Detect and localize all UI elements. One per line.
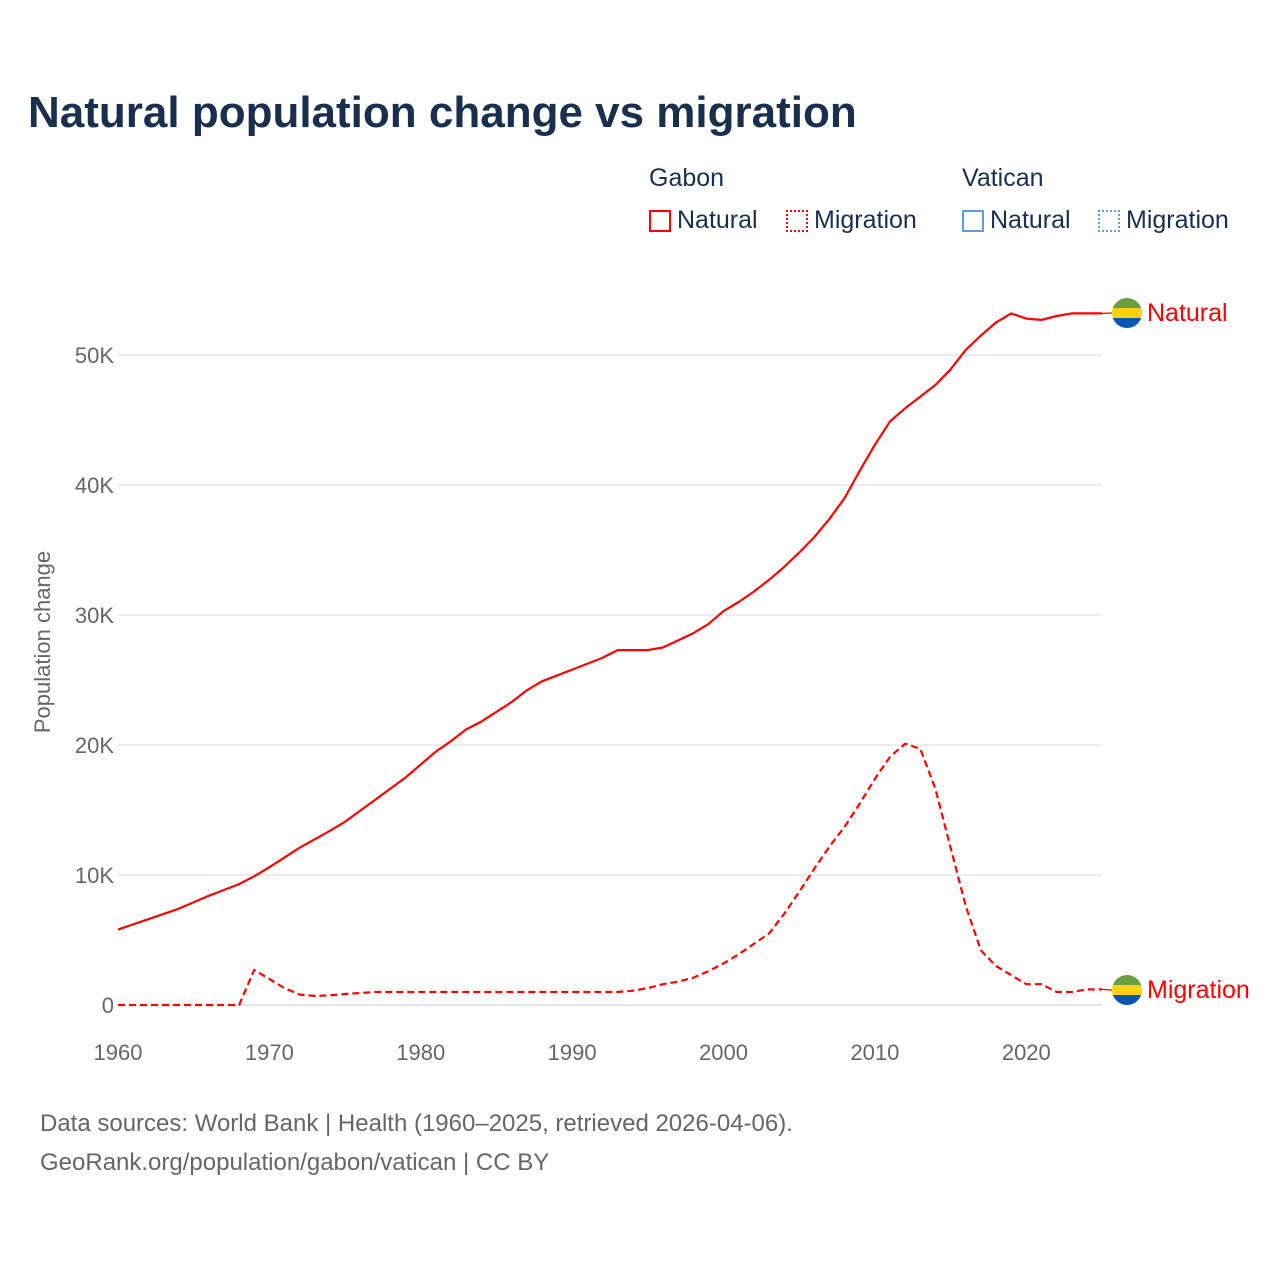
legend-swatch-dotted [1098, 209, 1120, 232]
legend-label: Natural [990, 206, 1071, 234]
end-connector [1101, 988, 1113, 991]
legend-vatican-natural[interactable]: Natural [962, 206, 1071, 235]
legend-label: Migration [814, 206, 917, 234]
legend-label: Migration [1126, 206, 1229, 234]
legend-group-gabon: Gabon [649, 164, 725, 192]
gabon-flag-icon [1112, 298, 1142, 328]
credit-link[interactable]: GeoRank.org/population/gabon/vatican | C… [40, 1149, 550, 1176]
x-tick-label: 1990 [548, 1040, 597, 1065]
series-line-natural [117, 312, 1102, 931]
y-tick-label: 30K [75, 603, 114, 628]
y-tick-label: 10K [75, 863, 114, 888]
end-label-migration: Migration [1147, 976, 1250, 1004]
x-tick-label: 2020 [1002, 1040, 1051, 1065]
x-tick-label: 2000 [699, 1040, 748, 1065]
legend-vatican-migration[interactable]: Migration [1098, 206, 1229, 235]
y-tick-label: 20K [75, 733, 114, 758]
x-tick-label: 2010 [850, 1040, 899, 1065]
legend-swatch-solid [649, 209, 671, 232]
legend-gabon-migration[interactable]: Migration [786, 206, 917, 235]
x-tick-label: 1960 [94, 1040, 143, 1065]
legend-gabon-natural[interactable]: Natural [649, 206, 758, 235]
legend-swatch-solid [962, 209, 984, 232]
data-source: Data sources: World Bank | Health (1960–… [40, 1110, 793, 1137]
x-tick-label: 1980 [396, 1040, 445, 1065]
legend-swatch-dotted [786, 209, 808, 232]
series-line-migration [118, 742, 1102, 1007]
legend-group-vatican: Vatican [962, 164, 1044, 192]
y-tick-label: 50K [75, 343, 114, 368]
end-label-natural: Natural [1147, 299, 1228, 327]
y-axis-label: Population change [30, 551, 55, 733]
gabon-flag-icon [1112, 975, 1142, 1005]
legend-label: Natural [677, 206, 758, 234]
y-tick-label: 40K [75, 473, 114, 498]
x-tick-label: 1970 [245, 1040, 294, 1065]
y-tick-label: 0 [102, 993, 114, 1018]
chart-title: Natural population change vs migration [28, 88, 857, 137]
